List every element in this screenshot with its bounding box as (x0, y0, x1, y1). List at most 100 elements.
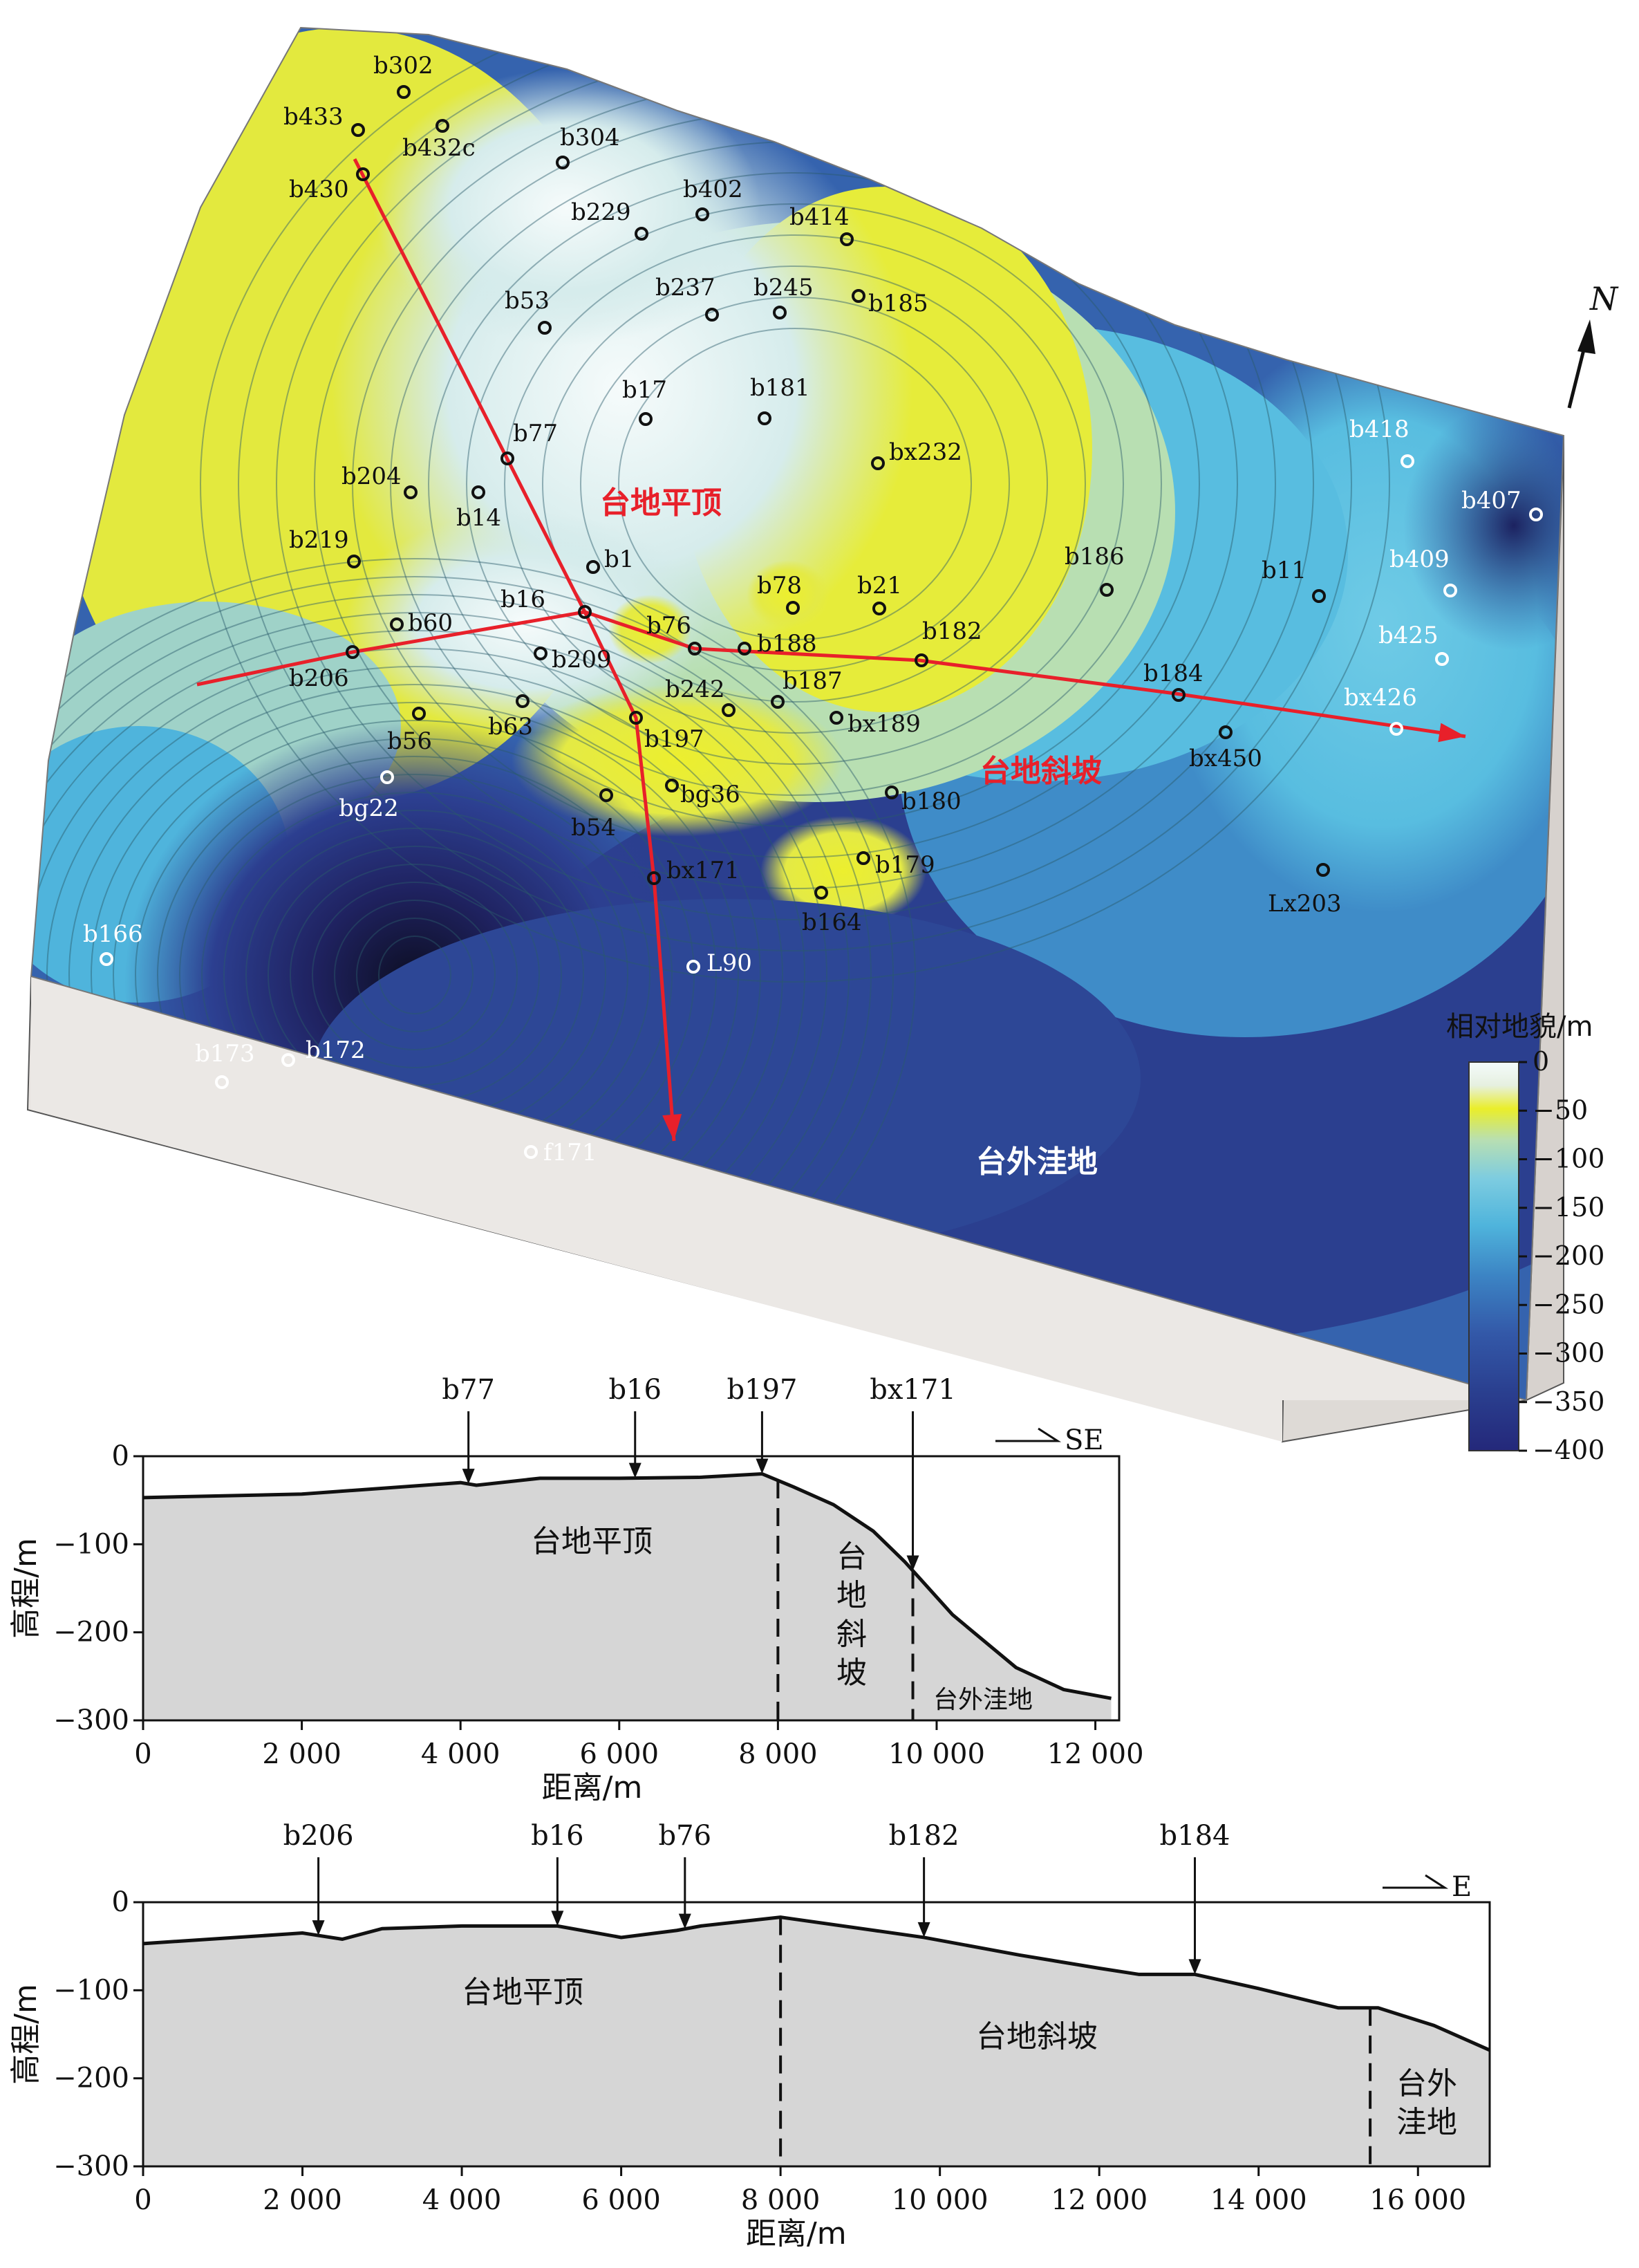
zone-top-label: 台地平顶 (531, 1524, 653, 1559)
well-label: b17 (622, 376, 667, 404)
x-axis-label: 距离/m (746, 2216, 847, 2251)
well-marker (871, 456, 885, 470)
well-marker (215, 1075, 229, 1089)
well-b418: b418 (1349, 416, 1414, 468)
well-label: b14 (456, 504, 501, 532)
well-bx450: bx450 (1189, 725, 1262, 772)
well-label: b407 (1461, 487, 1521, 514)
well-b56: b56 (387, 707, 432, 755)
well-b1: b1 (586, 546, 634, 574)
well-b78: b78 (757, 572, 802, 615)
well-arrow-label: b16 (531, 1820, 584, 1852)
relief-patch (747, 560, 830, 629)
well-arrow-head (1188, 1959, 1201, 1975)
contour-line (428, 172, 1162, 796)
x-tick-label: 6 000 (581, 2184, 661, 2216)
well-label: b179 (875, 851, 935, 879)
well-b407: b407 (1461, 487, 1543, 521)
well-label: b302 (373, 52, 433, 80)
well-b54: b54 (571, 788, 616, 842)
x-tick-label: 16 000 (1369, 2184, 1466, 2216)
contour-line (238, 28, 1352, 951)
well-label: b180 (901, 788, 962, 815)
zone-top-label: 台地平顶 (462, 1975, 583, 2010)
well-markers: b302 b433 b432c b430 b304 b229 b402 b414 b237 b24… (83, 52, 1543, 1166)
well-b164: b164 (802, 886, 862, 936)
well-marker (1401, 454, 1414, 468)
well-label: b242 (665, 676, 725, 703)
well-label: b54 (571, 814, 616, 842)
well-label: bx232 (889, 438, 962, 466)
legend-tick-label: −350 (1533, 1386, 1604, 1417)
well-bx189: bx189 (830, 710, 921, 738)
well-label: b166 (83, 920, 143, 948)
profile-frame (142, 1455, 1121, 1722)
well-label: b432c (402, 134, 476, 162)
well-marker (1443, 584, 1457, 597)
contour-line (200, 28, 1390, 983)
well-label: b188 (757, 630, 817, 658)
legend-colorbar (1468, 1061, 1519, 1451)
well-b433: b433 (283, 103, 365, 137)
well-label: b76 (646, 612, 691, 640)
zone-slope-char: 地 (836, 1578, 867, 1613)
well-b229: b229 (571, 198, 648, 241)
x-tick-label: 4 000 (421, 1738, 500, 1770)
north-label: N (1589, 280, 1619, 317)
well-marker (705, 308, 719, 322)
well-b187: b187 (771, 667, 843, 709)
legend-tick-label: −200 (1533, 1240, 1604, 1271)
well-marker (695, 207, 709, 221)
well-marker (840, 232, 854, 246)
well-marker (688, 642, 702, 656)
well-label: b197 (644, 725, 704, 753)
relief-patch (760, 816, 926, 927)
zone-slope-char: 坡 (836, 1655, 867, 1691)
direction-arrow (995, 1427, 1062, 1442)
well-label: b418 (1349, 416, 1409, 443)
contour-line (618, 328, 972, 640)
well-arrow-label: b206 (283, 1820, 354, 1852)
zone-slope-label: 台地斜坡 (836, 1539, 867, 1691)
well-b209: b209 (534, 646, 612, 673)
well-label: bx171 (666, 857, 740, 884)
well-marker (380, 770, 394, 784)
relief-patch (373, 69, 760, 346)
block-bottom-wall (31, 976, 1526, 1442)
well-b53: b53 (505, 287, 552, 335)
well-label: b181 (750, 374, 810, 402)
well-b11: b11 (1262, 557, 1326, 603)
zone-slope-char: 台 (836, 1539, 867, 1574)
well-marker (722, 703, 736, 717)
well-b21: b21 (857, 572, 902, 615)
well-label: b60 (408, 609, 453, 637)
well-marker (1435, 652, 1449, 666)
well-marker (586, 560, 600, 574)
well-b206: b206 (289, 645, 359, 692)
well-marker (852, 289, 865, 303)
well-marker (1389, 722, 1403, 736)
well-marker (1316, 863, 1330, 877)
well-marker (856, 851, 870, 865)
well-b184: b184 (1143, 660, 1204, 702)
profile-line (142, 1915, 1491, 2052)
well-marker (599, 788, 613, 802)
direction-label: E (1452, 1871, 1472, 1903)
well-b17: b17 (622, 376, 667, 426)
y-axis-label: 高程/m (8, 1538, 44, 1639)
well-label: bg22 (339, 794, 399, 822)
well-marker (500, 452, 514, 465)
well-marker (1529, 508, 1543, 521)
well-marker (412, 707, 426, 721)
well-label: b63 (488, 713, 533, 741)
x-tick-label: 4 000 (422, 2184, 502, 2216)
y-tick-label: −300 (53, 2150, 129, 2182)
well-arrow-label: b77 (442, 1374, 495, 1406)
well-marker (538, 321, 552, 335)
well-marker (435, 119, 449, 133)
contour-line (356, 918, 474, 1032)
profile-area (143, 1474, 1112, 1720)
well-Lx203: Lx203 (1268, 863, 1342, 918)
